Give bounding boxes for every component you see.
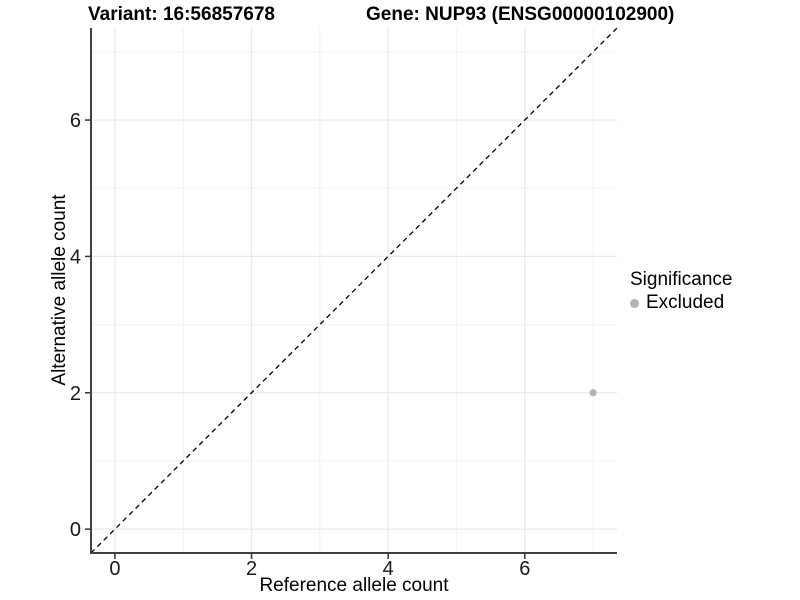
legend-title: Significance — [630, 269, 733, 290]
variant-title: Variant: 16:56857678 — [88, 4, 275, 25]
x-tick-label: 6 — [519, 558, 530, 580]
data-point — [589, 389, 597, 397]
y-tick-label: 4 — [70, 246, 81, 268]
legend-item-label: Excluded — [646, 292, 725, 313]
legend: Significance Excluded — [630, 269, 732, 314]
x-axis-title: Reference allele count — [259, 575, 449, 596]
x-tick-label: 0 — [109, 558, 120, 580]
legend-item-excluded: Excluded — [630, 292, 732, 314]
excluded-point-icon — [630, 298, 639, 308]
y-tick-label: 6 — [70, 110, 81, 132]
y-axis-title: Alternative allele count — [49, 194, 70, 386]
identity-reference-line — [90, 27, 618, 554]
x-tick-label: 4 — [383, 558, 394, 580]
x-tick-label: 2 — [246, 558, 257, 580]
gene-title: Gene: NUP93 (ENSG00000102900) — [366, 4, 675, 25]
y-tick-label: 2 — [70, 383, 81, 405]
y-tick-label: 0 — [70, 519, 81, 541]
